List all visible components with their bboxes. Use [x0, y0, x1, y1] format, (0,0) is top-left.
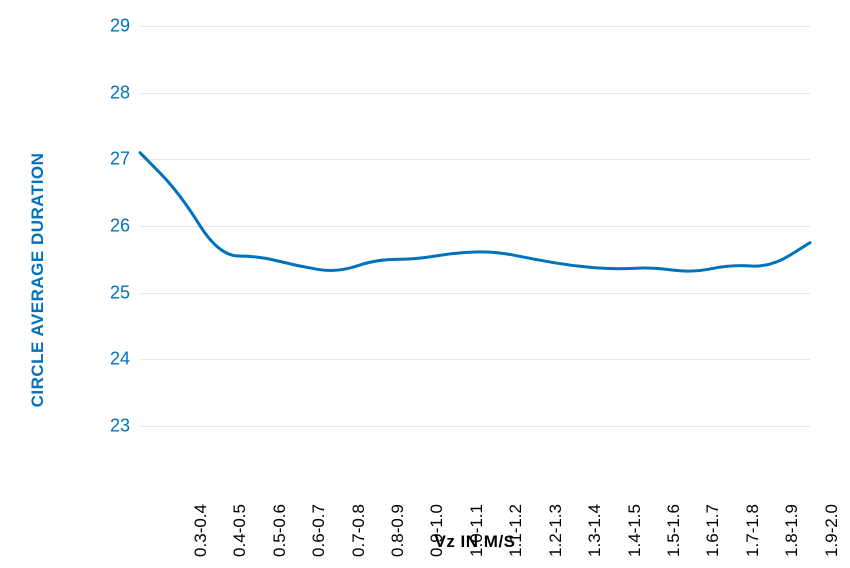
line-chart: CIRCLE AVERAGE DURATION Vz IN M/S 232425… — [0, 0, 850, 568]
chart-line — [0, 0, 850, 568]
